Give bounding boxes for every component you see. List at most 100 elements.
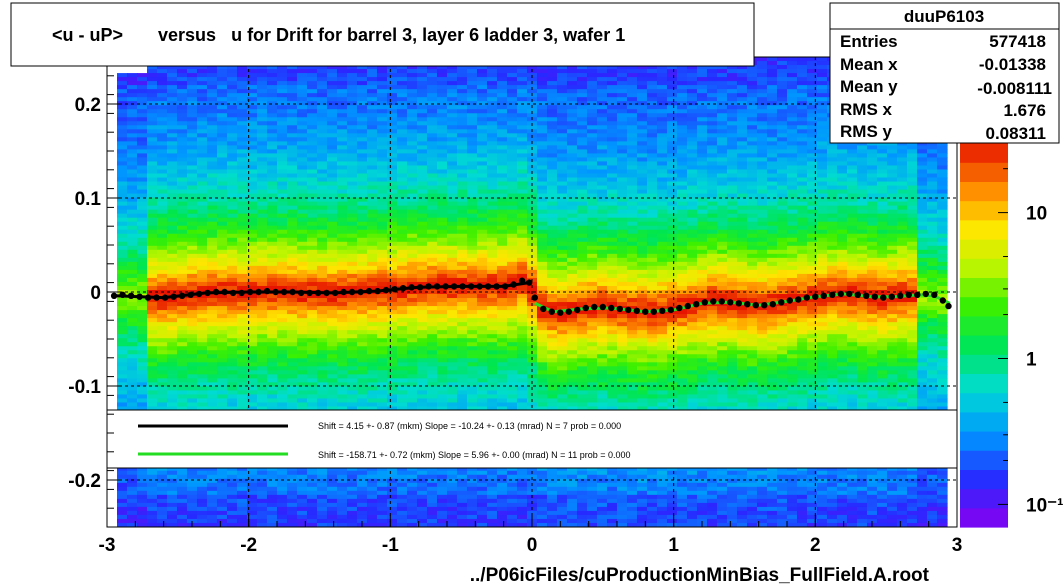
heatmap-cell <box>137 85 148 90</box>
heatmap-cell <box>437 350 448 355</box>
heatmap-cell <box>417 330 428 335</box>
heatmap-cell <box>357 374 368 379</box>
heatmap-cell <box>437 257 448 263</box>
heatmap-cell <box>437 370 448 375</box>
heatmap-cell <box>417 233 428 239</box>
heatmap-cell <box>167 366 178 371</box>
heatmap-cell <box>327 306 338 311</box>
heatmap-cell <box>207 342 218 347</box>
heatmap-cell <box>297 273 308 279</box>
heatmap-cell <box>207 245 218 251</box>
heatmap-cell <box>517 217 528 223</box>
heatmap-cell <box>517 137 528 142</box>
heatmap-cell <box>477 466 488 472</box>
heatmap-cell <box>277 249 288 255</box>
heatmap-cell <box>487 510 498 516</box>
heatmap-cell <box>187 153 198 159</box>
heatmap-cell <box>497 398 508 404</box>
heatmap-cell <box>317 113 328 118</box>
heatmap-cell <box>297 177 308 183</box>
heatmap-cell <box>477 153 488 159</box>
heatmap-cell <box>387 482 398 488</box>
heatmap-cell <box>437 69 448 74</box>
heatmap-cell <box>457 109 468 114</box>
heatmap-cell <box>367 197 378 203</box>
heatmap-cell <box>487 326 498 331</box>
heatmap-cell <box>247 77 258 82</box>
heatmap-cell <box>467 229 478 235</box>
heatmap-cell <box>217 342 228 347</box>
heatmap-cell <box>297 113 308 118</box>
heatmap-cell <box>337 185 348 191</box>
heatmap-cell <box>367 466 378 472</box>
heatmap-cell <box>417 73 428 78</box>
heatmap-cell <box>167 402 178 408</box>
heatmap-cell <box>227 354 238 359</box>
heatmap-cell <box>507 197 518 203</box>
heatmap-cell <box>467 93 478 98</box>
heatmap-cell <box>337 205 348 211</box>
heatmap-cell <box>157 506 168 512</box>
heatmap-cell <box>137 314 148 319</box>
heatmap-cell <box>207 277 218 283</box>
heatmap-cell <box>237 322 248 327</box>
heatmap-cell <box>517 502 528 508</box>
heatmap-cell <box>417 65 428 70</box>
heatmap-cell <box>147 273 158 279</box>
heatmap-cell <box>397 65 408 70</box>
heatmap-cell <box>277 342 288 347</box>
heatmap-cell <box>407 201 418 207</box>
heatmap-cell <box>307 269 318 275</box>
heatmap-cell <box>457 193 468 199</box>
heatmap-cell <box>297 358 308 363</box>
heatmap-cell <box>367 89 378 94</box>
heatmap-cell <box>127 494 138 500</box>
heatmap-cell <box>397 261 408 267</box>
heatmap-cell <box>367 209 378 215</box>
heatmap-cell <box>167 209 178 215</box>
heatmap-cell <box>267 117 278 122</box>
heatmap-cell <box>397 514 408 520</box>
heatmap-cell <box>137 338 148 343</box>
heatmap-cell <box>137 105 148 110</box>
heatmap-cell <box>427 298 438 303</box>
heatmap-cell <box>467 338 478 343</box>
heatmap-cell <box>337 322 348 327</box>
heatmap-cell <box>187 281 198 287</box>
heatmap-cell <box>367 85 378 90</box>
heatmap-cell <box>367 233 378 239</box>
heatmap-cell <box>157 346 168 351</box>
heatmap-cell <box>267 310 278 315</box>
heatmap-cell <box>347 498 358 504</box>
heatmap-cell <box>287 374 298 379</box>
heatmap-cell <box>197 285 208 291</box>
heatmap-cell <box>357 237 368 243</box>
heatmap-cell <box>377 225 388 231</box>
heatmap-cell <box>397 382 408 387</box>
heatmap-cell <box>327 173 338 179</box>
heatmap-cell <box>127 117 138 122</box>
heatmap-cell <box>197 490 208 496</box>
heatmap-cell <box>417 141 428 146</box>
heatmap-cell <box>187 350 198 355</box>
heatmap-cell <box>327 498 338 504</box>
heatmap-cell <box>247 165 258 171</box>
heatmap-cell <box>137 73 148 78</box>
heatmap-cell <box>447 522 458 527</box>
heatmap-cell <box>227 362 238 367</box>
heatmap-cell <box>507 346 518 351</box>
heatmap-cell <box>327 374 338 379</box>
heatmap-cell <box>237 362 248 367</box>
heatmap-cell <box>167 89 178 94</box>
heatmap-cell <box>257 398 268 404</box>
heatmap-cell <box>237 390 248 396</box>
heatmap-cell <box>277 97 288 102</box>
heatmap-cell <box>387 470 398 476</box>
heatmap-cell <box>427 482 438 488</box>
heatmap-cell <box>487 93 498 98</box>
heatmap-cell <box>367 470 378 476</box>
heatmap-cell <box>537 65 548 70</box>
heatmap-cell <box>397 153 408 159</box>
heatmap-cell <box>177 177 188 183</box>
heatmap-cell <box>397 350 408 355</box>
